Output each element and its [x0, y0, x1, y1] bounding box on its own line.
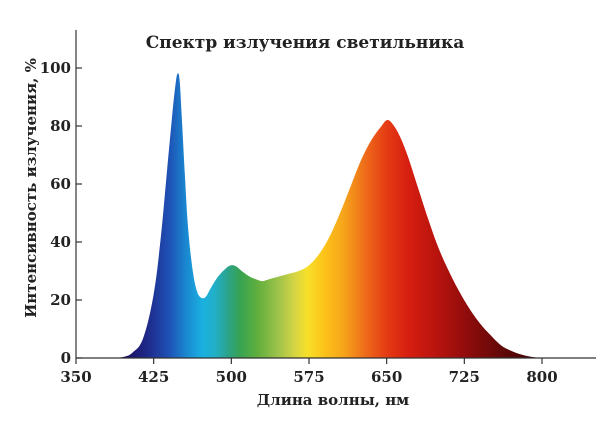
- plot-area: [76, 73, 542, 358]
- y-tick-label: 60: [50, 175, 71, 193]
- x-tick-label: 500: [216, 368, 247, 386]
- x-tick-label: 800: [526, 368, 557, 386]
- x-axis-title: Длина волны, нм: [257, 391, 409, 409]
- spectrum-area: [76, 73, 542, 358]
- x-tick-label: 725: [449, 368, 480, 386]
- x-axis-ticks: 350 425 500 575 650 725 800: [60, 358, 558, 386]
- chart-title: Спектр излучения светильника: [146, 33, 465, 53]
- x-tick-label: 350: [60, 368, 91, 386]
- y-axis-title: Интенсивность излучения, %: [22, 58, 40, 318]
- y-axis-ticks: 0 20 40 60 80 100: [40, 59, 82, 367]
- y-tick-label: 20: [50, 291, 71, 309]
- y-tick-label: 80: [50, 117, 71, 135]
- x-tick-label: 425: [138, 368, 169, 386]
- x-tick-label: 575: [293, 368, 324, 386]
- y-tick-label: 100: [40, 59, 71, 77]
- y-tick-label: 0: [61, 349, 71, 367]
- x-tick-label: 650: [371, 368, 402, 386]
- y-tick-label: 40: [50, 233, 71, 251]
